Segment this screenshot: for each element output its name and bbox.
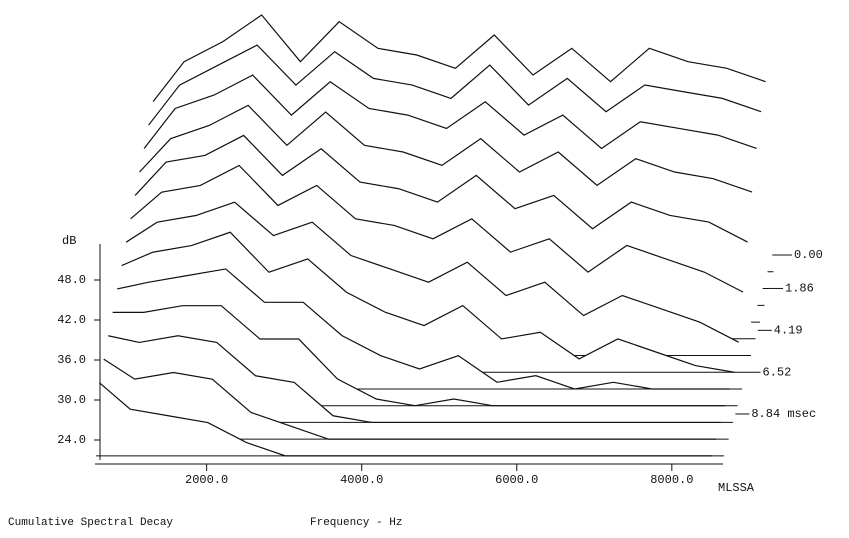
z-tick-label: 8.84 msec (751, 407, 816, 421)
y-axis-label: dB (62, 234, 76, 248)
slice-fill (100, 359, 729, 440)
x-axis-label: Frequency - Hz (310, 517, 402, 529)
y-tick-label: 48.0 (57, 273, 86, 287)
slice-fill (105, 335, 734, 423)
decay-slice (139, 104, 753, 193)
decay-slice (117, 268, 730, 390)
slice-fill (96, 382, 725, 456)
x-tick-label: 4000.0 (340, 473, 383, 487)
decay-slice (143, 74, 757, 150)
decay-slice (108, 335, 721, 424)
chart-title: Cumulative Spectral Decay (8, 517, 173, 529)
x-tick-label: 2000.0 (185, 473, 228, 487)
x-tick-label: 6000.0 (495, 473, 538, 487)
decay-slice (130, 164, 744, 293)
decay-slice (103, 358, 717, 440)
decay-slice (98, 382, 712, 457)
z-tick-label: 6.52 (763, 365, 792, 379)
z-tick-label: 0.00 (794, 248, 823, 262)
decay-slice (125, 201, 739, 343)
decay-slice (148, 44, 762, 126)
z-tick-label: 4.19 (774, 324, 803, 338)
y-tick-label: 24.0 (57, 433, 86, 447)
decay-slice (152, 14, 766, 103)
decay-slice (121, 231, 735, 373)
y-tick-label: 42.0 (57, 313, 86, 327)
decay-slice (112, 305, 726, 407)
decay-slice (134, 134, 748, 243)
z-tick-label: 1.86 (785, 282, 814, 296)
y-tick-label: 36.0 (57, 353, 86, 367)
corner-label: MLSSA (718, 481, 755, 495)
y-tick-label: 30.0 (57, 393, 86, 407)
x-tick-label: 8000.0 (650, 473, 693, 487)
